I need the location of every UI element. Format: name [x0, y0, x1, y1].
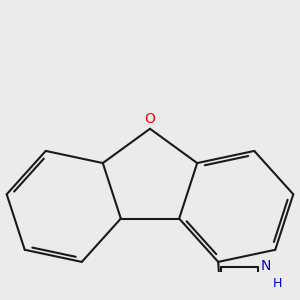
- Text: O: O: [145, 112, 155, 126]
- Text: H: H: [273, 277, 282, 290]
- Text: N: N: [261, 259, 271, 273]
